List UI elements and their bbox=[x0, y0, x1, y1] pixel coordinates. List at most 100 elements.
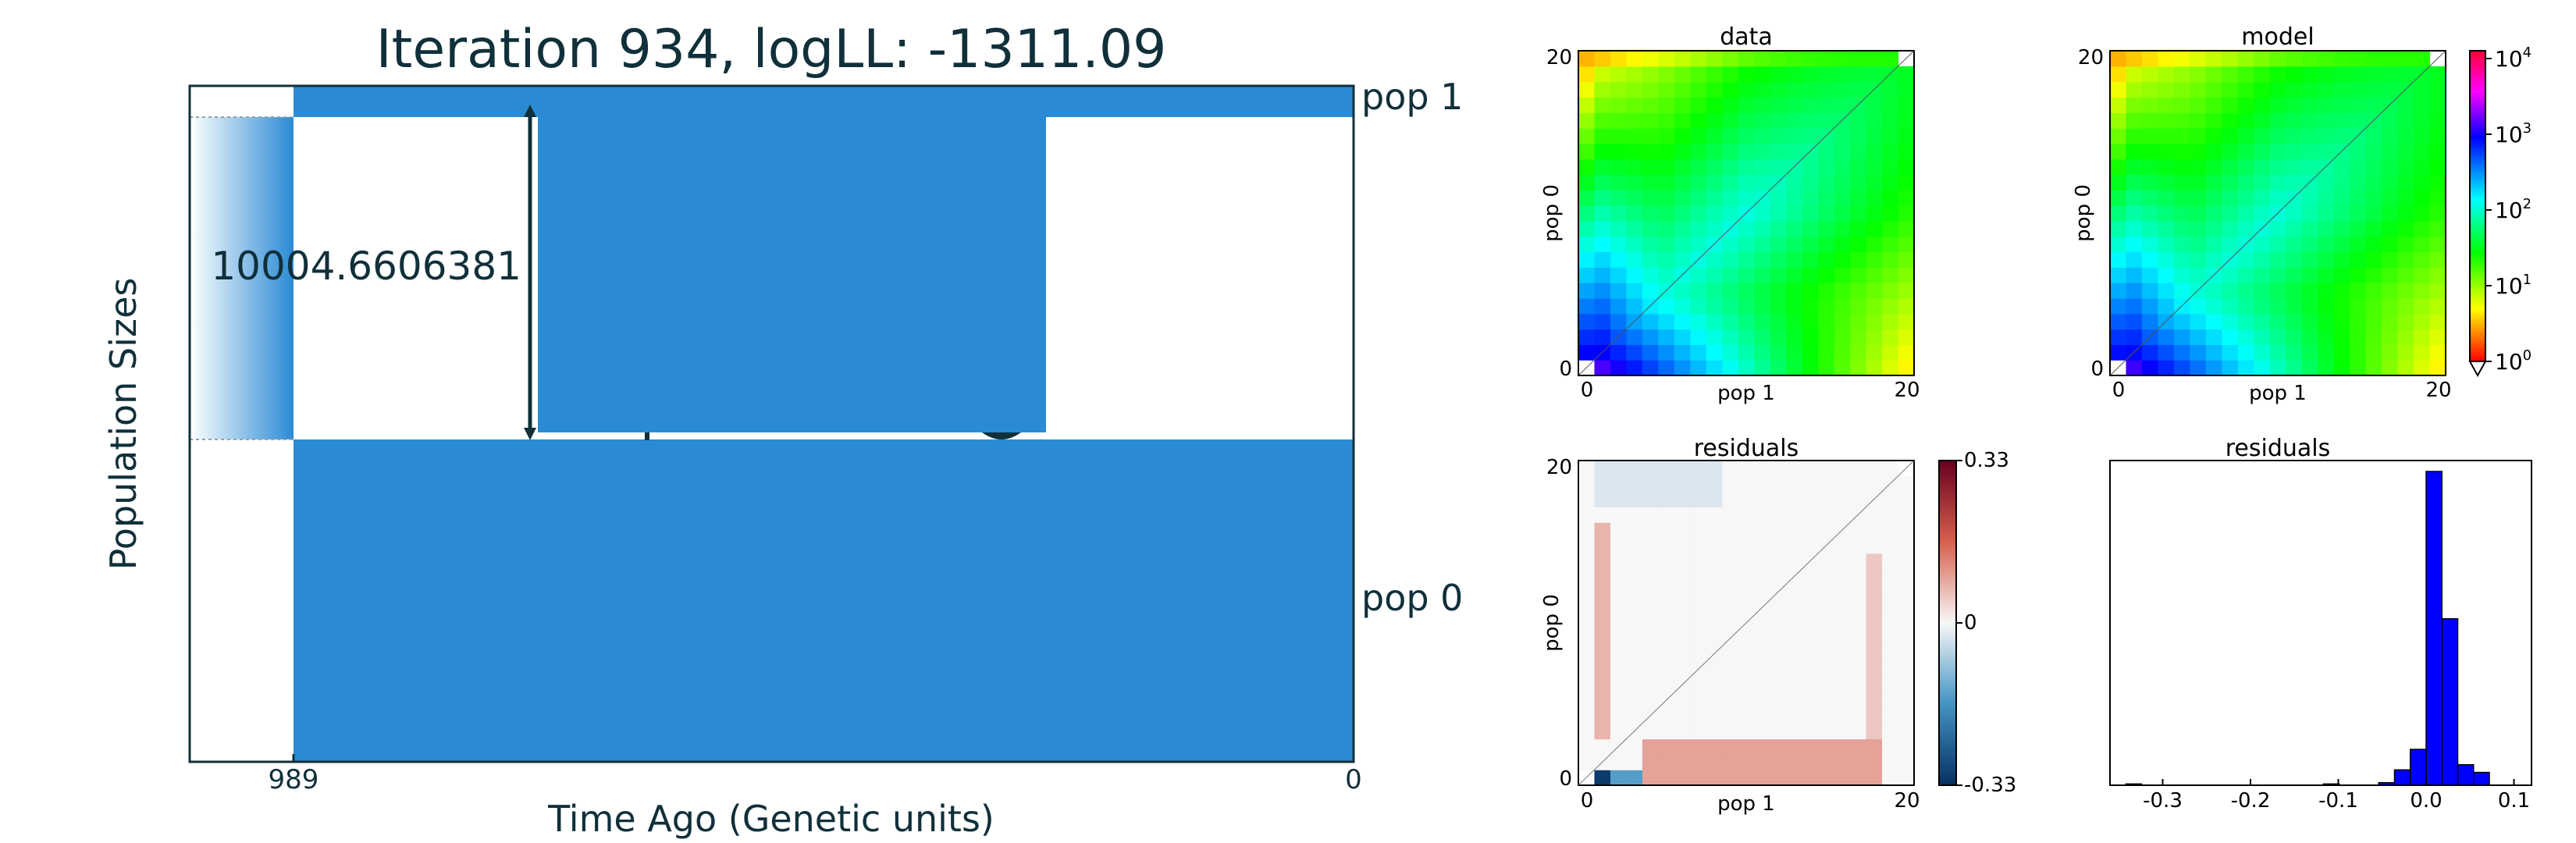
heatmap-cell bbox=[1898, 475, 1915, 493]
heatmap-cell bbox=[1690, 220, 1707, 237]
heatmap-cell bbox=[2222, 360, 2239, 376]
heatmap-cell bbox=[1850, 522, 1867, 539]
heatmap-cell bbox=[1690, 770, 1707, 786]
heatmap-cell bbox=[2365, 220, 2382, 237]
heatmap-cell bbox=[1898, 646, 1915, 663]
heatmap-cell bbox=[1658, 677, 1675, 693]
heatmap-cell bbox=[1626, 329, 1643, 345]
heatmap-cell bbox=[2301, 112, 2318, 129]
pop0-band bbox=[294, 439, 1354, 762]
size-annotation: 10004.6606381 bbox=[211, 244, 521, 289]
heatmap-cell bbox=[2333, 112, 2350, 129]
heatmap-cell bbox=[1754, 491, 1771, 508]
heatmap-cell bbox=[2382, 174, 2399, 190]
heatmap-cell bbox=[2254, 81, 2271, 98]
residuals-colorbar-tick-min: -0.33 bbox=[1964, 774, 2016, 797]
heatmap-cell bbox=[1674, 615, 1691, 631]
heatmap-cell bbox=[2254, 190, 2271, 206]
heatmap-cell bbox=[1642, 553, 1659, 570]
heatmap-cell bbox=[1594, 236, 1611, 253]
heatmap-cell bbox=[2126, 329, 2143, 345]
heatmap-cell bbox=[1882, 646, 1899, 663]
heatmap-cell bbox=[2190, 220, 2207, 237]
heatmap-cell bbox=[2173, 251, 2190, 268]
heatmap-cell bbox=[1866, 97, 1883, 113]
heatmap-cell bbox=[2429, 251, 2446, 268]
heatmap-cell bbox=[1754, 143, 1771, 160]
heatmap-cell bbox=[2301, 143, 2318, 160]
heatmap-cell bbox=[2333, 220, 2350, 237]
heatmap-cell bbox=[2414, 297, 2431, 315]
heatmap-cell bbox=[2365, 128, 2382, 144]
heatmap-cell bbox=[2286, 51, 2303, 67]
heatmap-cell bbox=[2382, 267, 2399, 283]
heatmap-cell bbox=[2190, 344, 2207, 361]
heatmap-cell bbox=[1658, 754, 1675, 770]
heatmap-cell bbox=[2173, 66, 2190, 83]
heatmap-cell bbox=[2237, 190, 2254, 206]
heatmap-cell bbox=[1850, 81, 1867, 98]
heatmap-cell bbox=[1754, 522, 1771, 539]
heatmap-cell bbox=[1690, 143, 1707, 160]
heatmap-cell bbox=[1850, 723, 1867, 740]
heatmap-cell bbox=[2173, 112, 2190, 129]
heatmap-cell bbox=[1850, 568, 1867, 585]
heatmap-cell bbox=[1754, 174, 1771, 190]
heatmap-cell bbox=[1578, 692, 1596, 709]
heatmap-cell bbox=[2350, 344, 2367, 361]
histogram-bars bbox=[2125, 471, 2490, 786]
heatmap-cell bbox=[2237, 267, 2254, 283]
heatmap-cell bbox=[1690, 461, 1707, 477]
heatmap-cell bbox=[1706, 66, 1723, 83]
heatmap-cell bbox=[1706, 522, 1723, 539]
heatmap-cell bbox=[1834, 283, 1851, 299]
heatmap-cell bbox=[1866, 174, 1883, 190]
heatmap-cell bbox=[1882, 770, 1899, 786]
heatmap-cell bbox=[1770, 66, 1787, 83]
heatmap-cell bbox=[1834, 205, 1851, 222]
heatmap-cell bbox=[1882, 283, 1899, 299]
ancestral-fade bbox=[190, 117, 294, 439]
heatmap-cell bbox=[2429, 158, 2446, 176]
heatmap-cell bbox=[1786, 770, 1803, 786]
residuals-colorbar bbox=[1938, 460, 1957, 786]
heatmap-cell bbox=[2382, 81, 2399, 98]
heatmap-cell bbox=[1770, 738, 1787, 755]
heatmap-cell bbox=[1722, 190, 1739, 206]
heatmap-cell bbox=[1770, 677, 1787, 693]
heatmap-cell bbox=[1642, 568, 1659, 585]
heatmap-cell bbox=[2173, 174, 2190, 190]
heatmap-cell bbox=[1898, 344, 1915, 361]
heatmap-cell bbox=[2222, 236, 2239, 253]
heatmap-cell bbox=[1898, 360, 1915, 376]
heatmap-cell bbox=[1882, 329, 1899, 345]
heatmap-cell bbox=[2286, 81, 2303, 98]
heatmap-cell bbox=[2110, 81, 2127, 98]
heatmap-cell bbox=[1866, 538, 1883, 554]
heatmap-cell bbox=[1738, 770, 1755, 786]
heatmap-cell bbox=[1754, 66, 1771, 83]
heatmap-cell bbox=[2190, 251, 2207, 268]
heatmap-cell bbox=[1626, 112, 1643, 129]
heatmap-cell bbox=[2190, 81, 2207, 98]
heatmap-cell bbox=[1866, 661, 1883, 678]
heatmap-cell bbox=[2301, 267, 2318, 283]
heatmap-cell bbox=[1738, 51, 1755, 67]
heatmap-cell bbox=[1690, 128, 1707, 144]
heatmap-cell bbox=[1610, 630, 1628, 647]
heatmap-cell bbox=[1658, 630, 1675, 647]
histogram-tick-label: -0.3 bbox=[2143, 789, 2183, 813]
heatmap-cell bbox=[2205, 174, 2222, 190]
heatmap-cell bbox=[1722, 770, 1739, 786]
heatmap-cell bbox=[1722, 599, 1739, 616]
heatmap-cell bbox=[1754, 81, 1771, 98]
heatmap-cell bbox=[1882, 707, 1899, 724]
heatmap-cell bbox=[1722, 251, 1739, 268]
heatmap-cell bbox=[1706, 568, 1723, 585]
heatmap-cell bbox=[1882, 507, 1899, 523]
heatmap-cell bbox=[1658, 313, 1675, 330]
heatmap-cell bbox=[1674, 81, 1691, 98]
heatmap-cell bbox=[2158, 344, 2175, 361]
pop1-band bbox=[294, 86, 1354, 117]
heatmap-cell bbox=[1738, 475, 1755, 493]
